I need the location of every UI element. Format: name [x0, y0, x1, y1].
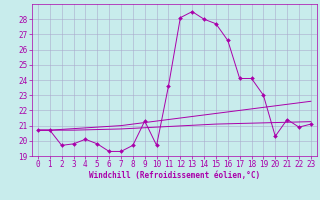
- X-axis label: Windchill (Refroidissement éolien,°C): Windchill (Refroidissement éolien,°C): [89, 171, 260, 180]
